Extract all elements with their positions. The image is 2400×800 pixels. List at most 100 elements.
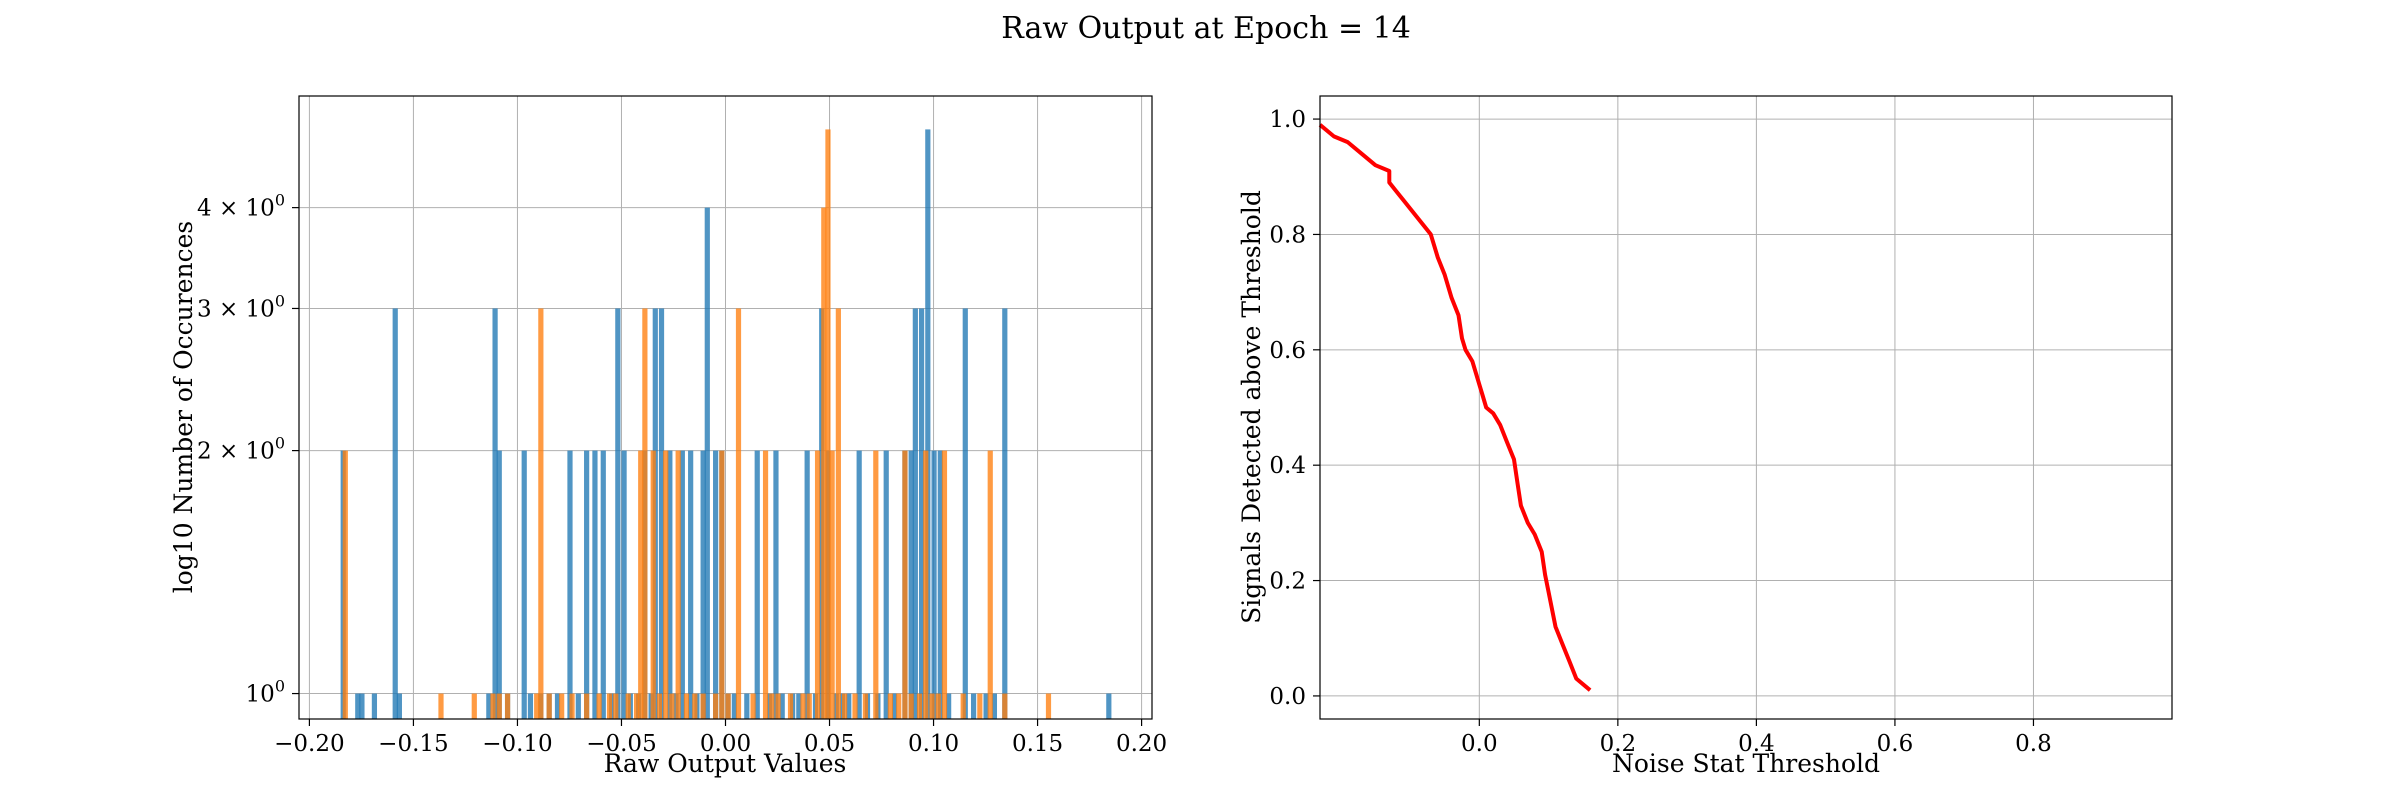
histogram-bar: [941, 450, 948, 719]
histogram-x-tick-label: 0.00: [700, 731, 751, 757]
histogram-bar: [750, 693, 756, 719]
histogram-bar: [731, 693, 737, 719]
histogram-bar: [688, 450, 694, 719]
histogram-bar: [923, 450, 929, 719]
histogram-x-tick-label: −0.15: [378, 731, 448, 757]
histogram-bar: [521, 450, 527, 719]
histogram-bar: [846, 693, 852, 719]
histogram-x-tick-label: −0.05: [586, 731, 656, 757]
histogram-bar: [883, 450, 889, 719]
histogram-bar: [633, 693, 640, 719]
histogram-bar: [471, 693, 477, 719]
detection-x-tick-label: 0.0: [1461, 731, 1498, 757]
histogram-bar: [700, 450, 706, 719]
detection-y-tick-label: 0.6: [1269, 338, 1306, 364]
histogram-bar: [625, 693, 631, 719]
histogram-bar: [492, 308, 498, 719]
histogram-bar: [773, 450, 779, 719]
histogram-bar: [496, 693, 502, 719]
histogram-bar: [912, 308, 918, 719]
detection-x-axis-label: Noise Stat Threshold: [1612, 749, 1880, 778]
detection-y-axis-label: Signals Detected above Threshold: [1237, 190, 1266, 624]
histogram-bar: [908, 693, 914, 719]
histogram-bar: [891, 693, 898, 719]
histogram-bar: [856, 450, 862, 719]
histogram-bar: [806, 693, 812, 719]
histogram-bar: [796, 693, 802, 719]
histogram-bar: [713, 693, 719, 719]
histogram-bar: [925, 129, 931, 720]
histogram-bar: [663, 450, 669, 719]
detection-y-tick-label: 0.2: [1269, 569, 1306, 595]
histogram-bar: [896, 693, 902, 719]
detection-panel: 0.0 0.2 0.4 0.6 0.8 0.0 0.2 0.4 0.6 0.8 1.0 Noise …: [1237, 95, 2173, 778]
histogram-bar: [342, 450, 348, 719]
histogram-bar: [946, 693, 952, 719]
histogram-bar: [486, 693, 492, 719]
histogram-bar: [991, 693, 998, 719]
histogram-x-tick-label: −0.20: [274, 731, 344, 757]
histogram-bar: [559, 693, 565, 719]
histogram-bar: [642, 308, 648, 719]
histogram-bar: [918, 308, 925, 719]
histogram-bar: [970, 693, 977, 719]
histogram-bar: [527, 693, 534, 719]
histogram-x-tick-label: 0.10: [908, 731, 959, 757]
histogram-bar: [962, 308, 968, 719]
histogram-bar: [916, 693, 923, 719]
histogram-bar: [873, 450, 879, 719]
histogram-bar: [396, 693, 402, 719]
histogram-bar: [713, 450, 719, 719]
histogram-bar: [1045, 693, 1052, 719]
histogram-y-tick-label: 4 × 100: [197, 191, 285, 222]
histogram-bar: [575, 693, 581, 719]
histogram-bar: [804, 450, 810, 719]
histogram-bar: [931, 450, 937, 719]
detection-y-tick-label: 1.0: [1269, 107, 1306, 133]
histogram-bar: [496, 450, 502, 719]
histogram-bar: [735, 308, 742, 719]
histogram-bar: [762, 450, 769, 719]
histogram-bars: [340, 129, 1112, 720]
histogram-bar: [852, 693, 858, 719]
histogram-bar: [615, 308, 621, 719]
histogram-y-tick-label: 3 × 100: [197, 291, 285, 322]
histogram-grid: [299, 96, 1152, 719]
histogram-bar: [600, 450, 606, 719]
histogram-ticks: −0.20 −0.15 −0.10 −0.05 0.00 0.05 0.10 0.15 0.20…: [197, 191, 1167, 757]
histogram-bar: [584, 693, 590, 719]
detection-frame: [1319, 95, 2173, 720]
histogram-bar: [438, 693, 444, 719]
histogram-bar: [355, 693, 361, 719]
histogram-bar: [769, 693, 775, 719]
histogram-bar: [937, 450, 943, 719]
histogram-bar: [987, 450, 993, 719]
histogram-bar: [592, 450, 598, 719]
detection-y-tick-label: 0.4: [1269, 453, 1306, 479]
histogram-bar: [669, 693, 675, 719]
histogram-bar: [667, 450, 673, 719]
detection-x-tick-label: 0.2: [1600, 731, 1637, 757]
histogram-bar: [683, 693, 690, 719]
histogram-bar: [800, 693, 806, 719]
histogram-bar: [725, 693, 731, 719]
detection-x-tick-label: 0.8: [2015, 731, 2052, 757]
histogram-bar: [621, 450, 627, 719]
histogram-bar: [554, 693, 561, 719]
histogram-bar: [908, 450, 914, 719]
histogram-bar: [1106, 693, 1112, 719]
histogram-bar: [960, 693, 966, 719]
histogram-bar: [1002, 308, 1008, 719]
histogram-bar: [814, 450, 821, 719]
histogram-bar: [650, 450, 656, 719]
histogram-bar: [638, 450, 644, 719]
histogram-bar: [538, 308, 544, 719]
histogram-bar: [606, 693, 613, 719]
detection-grid: [1320, 96, 2172, 719]
histogram-bar: [567, 450, 573, 719]
histogram-x-tick-label: −0.10: [482, 731, 552, 757]
histogram-bar: [929, 693, 935, 719]
histogram-bar: [704, 207, 710, 719]
histogram-bar: [787, 693, 794, 719]
histogram-bar: [569, 693, 575, 719]
